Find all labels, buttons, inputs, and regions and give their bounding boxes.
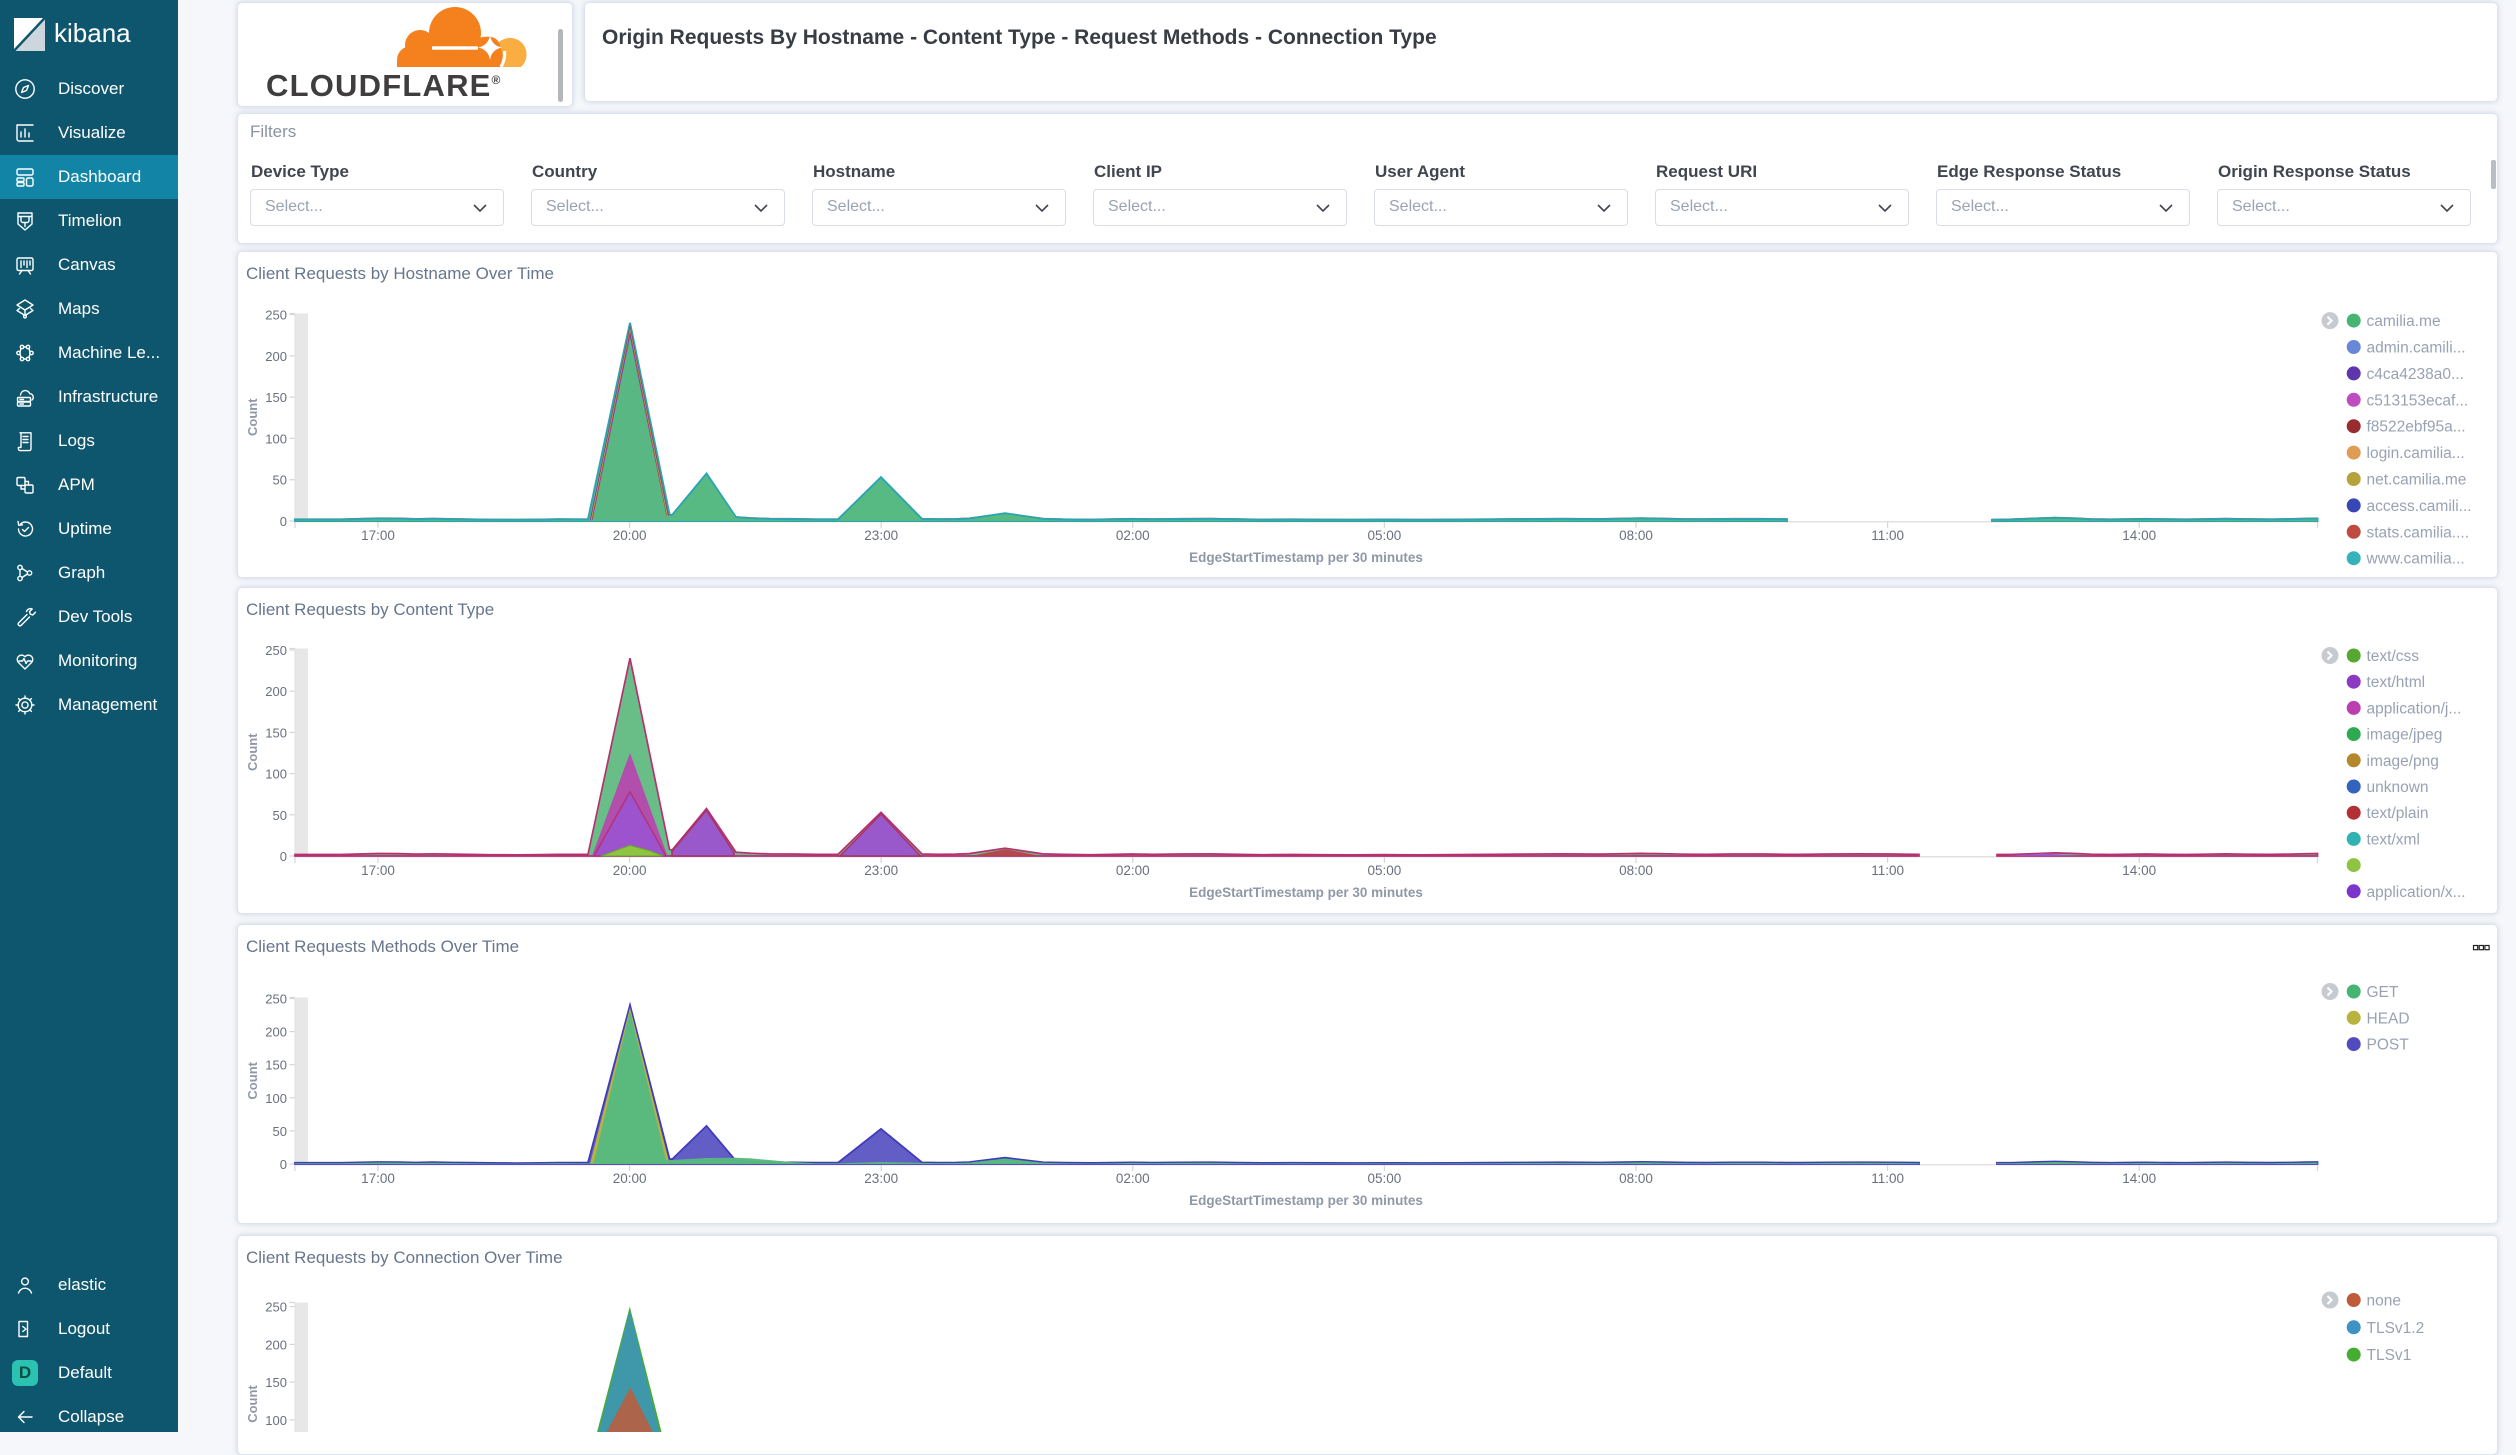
svg-text:none: none bbox=[2367, 1293, 2401, 1310]
svg-text:50: 50 bbox=[273, 1124, 287, 1139]
svg-text:08:00: 08:00 bbox=[1619, 863, 1653, 878]
svg-text:17:00: 17:00 bbox=[361, 528, 395, 543]
svg-text:150: 150 bbox=[265, 725, 287, 740]
svg-text:100: 100 bbox=[265, 1413, 287, 1428]
svg-text:100: 100 bbox=[265, 1091, 287, 1106]
svg-text:05:00: 05:00 bbox=[1368, 528, 1402, 543]
svg-text:200: 200 bbox=[265, 1025, 287, 1040]
svg-text:20:00: 20:00 bbox=[613, 528, 647, 543]
svg-text:c513153ecaf...: c513153ecaf... bbox=[2367, 392, 2469, 409]
svg-text:200: 200 bbox=[265, 684, 287, 699]
svg-text:08:00: 08:00 bbox=[1619, 1171, 1653, 1186]
svg-text:17:00: 17:00 bbox=[361, 863, 395, 878]
svg-text:0: 0 bbox=[280, 1157, 287, 1172]
svg-text:200: 200 bbox=[265, 349, 287, 364]
svg-text:14:00: 14:00 bbox=[2122, 528, 2156, 543]
svg-text:EdgeStartTimestamp per 30 minu: EdgeStartTimestamp per 30 minutes bbox=[1189, 550, 1423, 565]
svg-text:Count: Count bbox=[245, 733, 260, 771]
svg-text:0: 0 bbox=[280, 514, 287, 529]
svg-text:unknown: unknown bbox=[2367, 779, 2429, 796]
svg-text:250: 250 bbox=[265, 643, 287, 658]
svg-text:EdgeStartTimestamp per 30 minu: EdgeStartTimestamp per 30 minutes bbox=[1189, 1193, 1423, 1208]
svg-text:text/plain: text/plain bbox=[2367, 805, 2429, 822]
svg-text:14:00: 14:00 bbox=[2122, 1171, 2156, 1186]
svg-text:Count: Count bbox=[245, 398, 260, 436]
svg-text:23:00: 23:00 bbox=[864, 528, 898, 543]
svg-text:application/j...: application/j... bbox=[2367, 700, 2462, 717]
svg-text:f8522ebf95a...: f8522ebf95a... bbox=[2367, 419, 2466, 436]
svg-text:camilia.me: camilia.me bbox=[2367, 313, 2441, 330]
svg-text:login.camilia...: login.camilia... bbox=[2367, 445, 2465, 462]
svg-text:c4ca4238a0...: c4ca4238a0... bbox=[2367, 366, 2464, 383]
svg-text:Count: Count bbox=[245, 1385, 260, 1423]
svg-text:14:00: 14:00 bbox=[2122, 863, 2156, 878]
svg-text:www.camilia...: www.camilia... bbox=[2366, 551, 2465, 568]
svg-text:20:00: 20:00 bbox=[613, 1171, 647, 1186]
svg-text:11:00: 11:00 bbox=[1871, 528, 1904, 543]
svg-text:05:00: 05:00 bbox=[1368, 863, 1402, 878]
svg-text:stats.camilia....: stats.camilia.... bbox=[2367, 524, 2470, 541]
svg-text:50: 50 bbox=[273, 473, 287, 488]
svg-text:02:00: 02:00 bbox=[1116, 863, 1150, 878]
svg-text:100: 100 bbox=[265, 431, 287, 446]
svg-text:11:00: 11:00 bbox=[1871, 1171, 1904, 1186]
svg-text:100: 100 bbox=[265, 767, 287, 782]
svg-text:23:00: 23:00 bbox=[864, 863, 898, 878]
svg-text:150: 150 bbox=[265, 1058, 287, 1073]
svg-text:text/xml: text/xml bbox=[2367, 831, 2420, 848]
svg-text:application/x...: application/x... bbox=[2367, 884, 2466, 901]
svg-text:TLSv1: TLSv1 bbox=[2367, 1347, 2412, 1364]
svg-text:text/css: text/css bbox=[2367, 648, 2420, 665]
svg-text:net.camilia.me: net.camilia.me bbox=[2367, 472, 2467, 489]
svg-text:50: 50 bbox=[273, 808, 287, 823]
svg-text:0: 0 bbox=[280, 849, 287, 864]
svg-text:11:00: 11:00 bbox=[1871, 863, 1904, 878]
svg-text:text/html: text/html bbox=[2367, 674, 2426, 691]
svg-text:access.camili...: access.camili... bbox=[2367, 498, 2472, 515]
svg-text:02:00: 02:00 bbox=[1116, 1171, 1150, 1186]
svg-text:150: 150 bbox=[265, 390, 287, 405]
svg-text:08:00: 08:00 bbox=[1619, 528, 1653, 543]
svg-text:POST: POST bbox=[2367, 1037, 2410, 1054]
svg-text:05:00: 05:00 bbox=[1368, 1171, 1402, 1186]
svg-text:23:00: 23:00 bbox=[864, 1171, 898, 1186]
svg-text:image/png: image/png bbox=[2367, 753, 2439, 770]
svg-text:250: 250 bbox=[265, 1300, 287, 1315]
svg-text:17:00: 17:00 bbox=[361, 1171, 395, 1186]
svg-text:Count: Count bbox=[245, 1061, 260, 1099]
svg-text:image/jpeg: image/jpeg bbox=[2367, 727, 2443, 744]
svg-text:250: 250 bbox=[265, 992, 287, 1007]
svg-text:TLSv1.2: TLSv1.2 bbox=[2367, 1320, 2425, 1337]
svg-text:EdgeStartTimestamp per 30 minu: EdgeStartTimestamp per 30 minutes bbox=[1189, 885, 1423, 900]
svg-text:150: 150 bbox=[265, 1375, 287, 1390]
svg-text:20:00: 20:00 bbox=[613, 863, 647, 878]
svg-text:200: 200 bbox=[265, 1337, 287, 1352]
svg-text:admin.camili...: admin.camili... bbox=[2367, 340, 2466, 357]
svg-text:02:00: 02:00 bbox=[1116, 528, 1150, 543]
svg-text:GET: GET bbox=[2367, 984, 2399, 1001]
svg-text:250: 250 bbox=[265, 308, 287, 323]
svg-text:HEAD: HEAD bbox=[2367, 1010, 2410, 1027]
